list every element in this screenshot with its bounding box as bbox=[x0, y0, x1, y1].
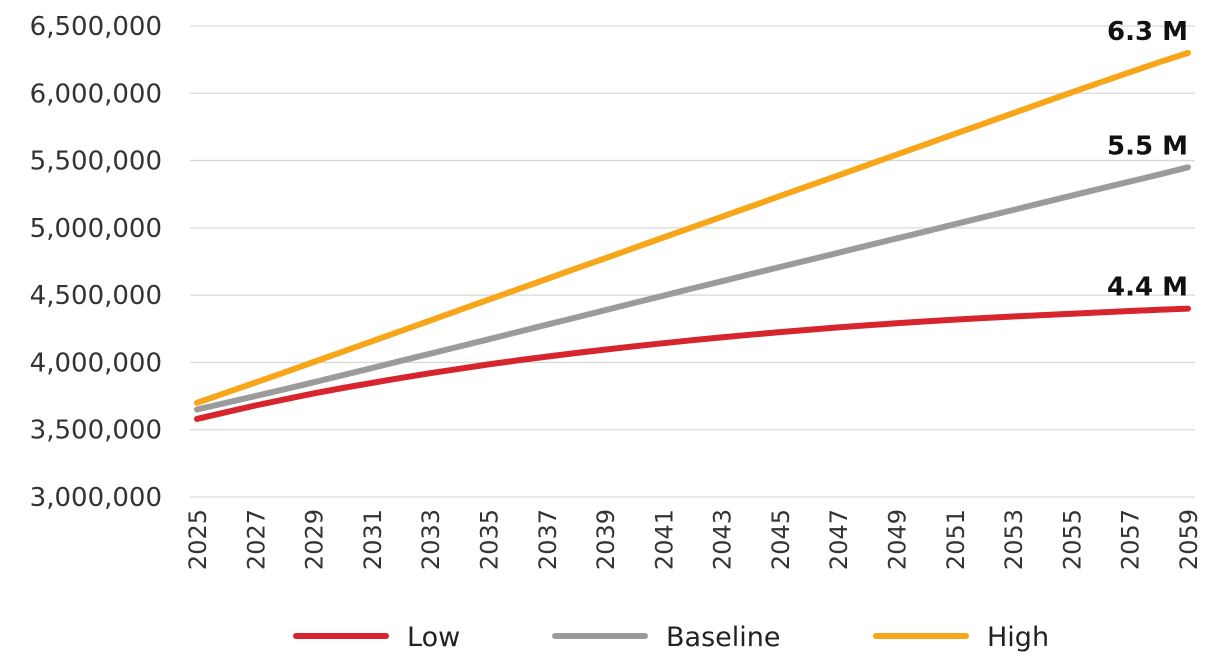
y-tick-label: 6,500,000 bbox=[30, 12, 162, 42]
x-tick-label: 2035 bbox=[475, 509, 503, 570]
end-label-baseline: 5.5 M bbox=[1107, 131, 1188, 161]
x-tick-label: 2043 bbox=[709, 509, 737, 570]
x-tick-label: 2027 bbox=[242, 509, 270, 570]
y-tick-label: 6,000,000 bbox=[30, 79, 162, 109]
x-tick-label: 2045 bbox=[767, 509, 795, 570]
series-line-high bbox=[194, 49, 1191, 406]
x-tick-label: 2031 bbox=[359, 509, 387, 570]
y-tick-label: 3,000,000 bbox=[30, 483, 162, 513]
x-tick-label: 2051 bbox=[942, 509, 970, 570]
end-label-high: 6.3 M bbox=[1107, 17, 1188, 47]
x-tick-label: 2033 bbox=[417, 509, 445, 570]
end-labels: 4.4 M 5.5 M 6.3 M bbox=[1107, 17, 1188, 303]
x-tick-label: 2047 bbox=[825, 509, 853, 570]
x-axis-ticks: 2025 2027 2029 2031 2033 2035 2037 2039 2041 2043… bbox=[184, 509, 1203, 570]
series-lines bbox=[194, 49, 1191, 422]
legend: Low Baseline High bbox=[293, 622, 1049, 653]
gridlines bbox=[190, 25, 1195, 498]
y-tick-label: 3,500,000 bbox=[30, 416, 162, 446]
series-line-baseline bbox=[194, 164, 1191, 413]
y-axis-ticks: 3,000,000 3,500,000 4,000,000 4,500,000 5,00… bbox=[30, 12, 162, 513]
x-tick-label: 2053 bbox=[1000, 509, 1028, 570]
legend-label-high: High bbox=[987, 622, 1049, 653]
x-tick-label: 2041 bbox=[650, 509, 678, 570]
legend-label-low: Low bbox=[407, 622, 460, 653]
x-tick-label: 2029 bbox=[301, 509, 329, 570]
x-tick-label: 2025 bbox=[184, 509, 212, 570]
series-line-low bbox=[194, 305, 1191, 422]
x-tick-label: 2055 bbox=[1058, 509, 1086, 570]
y-tick-label: 5,000,000 bbox=[30, 214, 162, 244]
end-label-low: 4.4 M bbox=[1107, 273, 1188, 303]
y-tick-label: 4,000,000 bbox=[30, 348, 162, 378]
x-tick-label: 2039 bbox=[592, 509, 620, 570]
y-tick-label: 5,500,000 bbox=[30, 147, 162, 177]
x-tick-label: 2057 bbox=[1117, 509, 1145, 570]
legend-label-baseline: Baseline bbox=[666, 622, 780, 653]
x-tick-label: 2049 bbox=[884, 509, 912, 570]
y-tick-label: 4,500,000 bbox=[30, 281, 162, 311]
x-tick-label: 2037 bbox=[534, 509, 562, 570]
x-tick-label: 2059 bbox=[1175, 509, 1203, 570]
